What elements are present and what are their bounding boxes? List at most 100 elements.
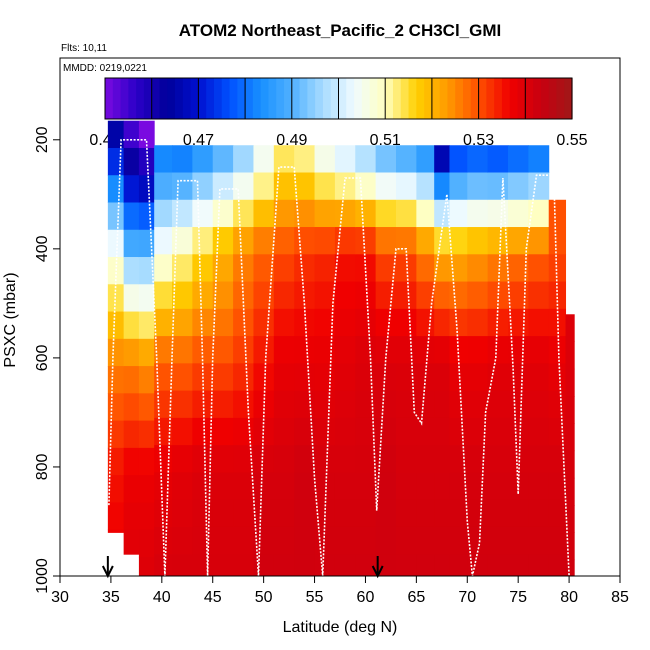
curtain-cell — [508, 363, 529, 392]
curtain-cell — [548, 390, 567, 419]
curtain-cell — [334, 199, 356, 228]
curtain-cell — [434, 336, 450, 364]
colorbar-swatch — [120, 78, 129, 119]
curtain-cell — [565, 423, 575, 452]
curtain-cell — [548, 526, 567, 555]
curtain-cell — [233, 472, 254, 501]
curtain-cell — [434, 227, 450, 255]
colorbar-swatch — [377, 78, 386, 119]
curtain-cell — [487, 526, 509, 555]
curtain-cell — [273, 172, 295, 201]
curtain-cell — [212, 554, 234, 577]
curtain-cell — [528, 499, 550, 528]
x-tick-label: 30 — [51, 589, 69, 606]
curtain-cell — [449, 145, 468, 174]
x-tick-label: 80 — [560, 589, 578, 606]
curtain-cell — [253, 172, 275, 201]
curtain-cell — [107, 175, 125, 203]
colorbar-swatch — [564, 78, 573, 119]
curtain-cell — [508, 308, 529, 337]
curtain-cell — [396, 445, 417, 473]
curtain-cell — [396, 363, 417, 392]
curtain-cell — [314, 336, 336, 364]
curtain-cell — [508, 281, 529, 310]
curtain-cell — [123, 175, 140, 203]
curtain-cell — [565, 450, 575, 479]
curtain-cell — [107, 393, 125, 422]
colorbar-swatch — [385, 78, 394, 119]
curtain-cell — [212, 336, 234, 364]
curtain-cell — [355, 445, 377, 473]
colorbar-tick-label: 0.53 — [463, 132, 494, 149]
curtain-cell — [487, 499, 509, 528]
curtain-cell — [396, 281, 417, 310]
curtain-cell — [314, 227, 336, 255]
curtain-cell — [334, 417, 356, 446]
curtain-cell — [396, 417, 417, 446]
curtain-cell — [314, 145, 336, 174]
curtain-cell — [212, 281, 234, 310]
curtain-cell — [449, 254, 468, 283]
curtain-cell — [107, 147, 125, 176]
curtain-cell — [508, 172, 529, 201]
curtain-cell — [273, 363, 295, 392]
curtain-cell — [294, 172, 316, 201]
flights-label: Flts: 10,11 — [61, 43, 107, 54]
curtain-cell — [273, 336, 295, 364]
curtain-cell — [172, 363, 193, 392]
curtain-cell — [107, 229, 125, 258]
curtain-cell — [416, 417, 435, 446]
curtain-cell — [355, 336, 377, 364]
curtain-cell — [334, 554, 356, 577]
colorbar-swatch — [213, 78, 223, 119]
curtain-cell — [123, 147, 140, 176]
curtain-cell — [192, 308, 214, 337]
curtain-cell — [416, 554, 435, 577]
curtain-cell — [107, 257, 125, 285]
curtain-cell — [273, 445, 295, 473]
curtain-cell — [107, 120, 125, 149]
colorbar-swatch — [346, 78, 355, 119]
curtain-cell — [396, 472, 417, 501]
colorbar-swatch — [143, 78, 153, 119]
curtain-cell — [138, 284, 155, 313]
curtain-cell — [233, 145, 254, 174]
curtain-cell — [334, 308, 356, 337]
colorbar-swatch — [486, 78, 495, 119]
curtain-cell — [375, 281, 397, 310]
curtain-cell — [273, 417, 295, 446]
curtain-cell — [487, 172, 509, 201]
curtain-cell — [294, 499, 316, 528]
curtain-cell — [487, 390, 509, 419]
curtain-cell — [212, 472, 234, 501]
curtain-cell — [233, 172, 254, 201]
curtain-cell — [334, 145, 356, 174]
curtain-cell — [107, 366, 125, 394]
curtain-cell — [487, 472, 509, 501]
curtain-cell — [154, 554, 173, 577]
colorbar-swatch — [548, 78, 558, 119]
curtain-cell — [138, 311, 155, 340]
plot-frame — [59, 57, 621, 577]
curtain-cell — [107, 338, 125, 367]
curtain-cell — [314, 308, 336, 337]
curtain-cell — [314, 417, 336, 446]
colorbar-swatch — [416, 78, 425, 119]
curtain-cell — [154, 363, 173, 392]
curtain-cell — [172, 445, 193, 473]
curtain-cell — [334, 336, 356, 364]
curtain-cell — [314, 526, 336, 555]
colorbar-swatch — [237, 78, 246, 119]
curtain-cell — [434, 526, 450, 555]
curtain-cell — [138, 447, 155, 476]
curtain-cell — [138, 147, 155, 176]
curtain-cell — [123, 311, 140, 340]
curtain-cell — [233, 254, 254, 283]
curtain-cell — [273, 526, 295, 555]
curtain-cell — [138, 257, 155, 285]
curtain-cell — [334, 499, 356, 528]
curtain-cell — [172, 172, 193, 201]
curtain-cell — [416, 281, 435, 310]
curtain-cell — [123, 257, 140, 285]
curtain-cell — [508, 445, 529, 473]
